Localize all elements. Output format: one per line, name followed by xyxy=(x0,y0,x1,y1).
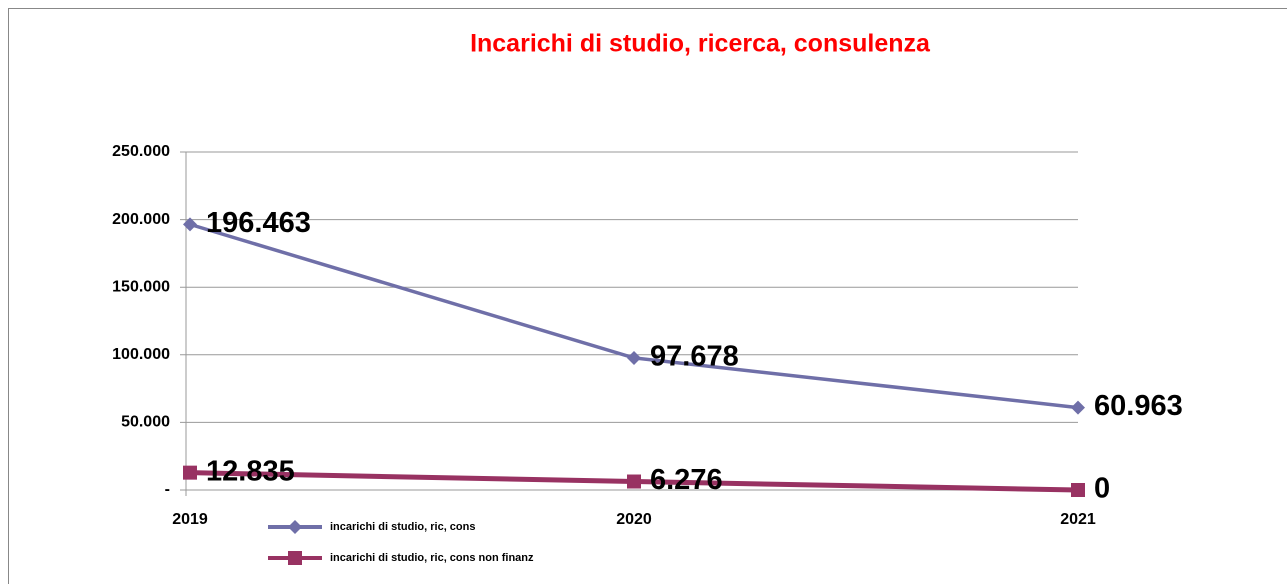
y-tick-label: 200.000 xyxy=(112,211,170,228)
y-tick-label: 150.000 xyxy=(112,278,170,295)
marker xyxy=(1071,400,1085,415)
data-label: 97.678 xyxy=(650,341,739,373)
marker xyxy=(627,350,641,365)
marker xyxy=(288,520,302,534)
marker xyxy=(183,465,197,480)
y-tick-label: 50.000 xyxy=(121,414,170,431)
data-label: 60.963 xyxy=(1094,390,1183,422)
y-tick-label: - xyxy=(165,481,170,498)
data-label: 0 xyxy=(1094,473,1110,505)
x-tick-label: 2021 xyxy=(1060,511,1096,528)
x-tick-label: 2020 xyxy=(616,511,652,528)
marker xyxy=(288,551,302,565)
data-label: 12.835 xyxy=(206,455,295,487)
legend-label: incarichi di studio, ric, cons xyxy=(330,521,475,533)
x-tick-label: 2019 xyxy=(172,511,208,528)
y-tick-label: 100.000 xyxy=(112,346,170,363)
marker xyxy=(183,217,197,232)
marker xyxy=(1071,483,1085,497)
chart-title: Incarichi di studio, ricerca, consulenza xyxy=(470,30,931,58)
y-tick-label: 250.000 xyxy=(112,143,170,160)
data-label: 196.463 xyxy=(206,207,311,239)
legend-label: incarichi di studio, ric, cons non finan… xyxy=(330,552,534,564)
marker xyxy=(627,474,641,489)
data-label: 6.276 xyxy=(650,464,723,496)
